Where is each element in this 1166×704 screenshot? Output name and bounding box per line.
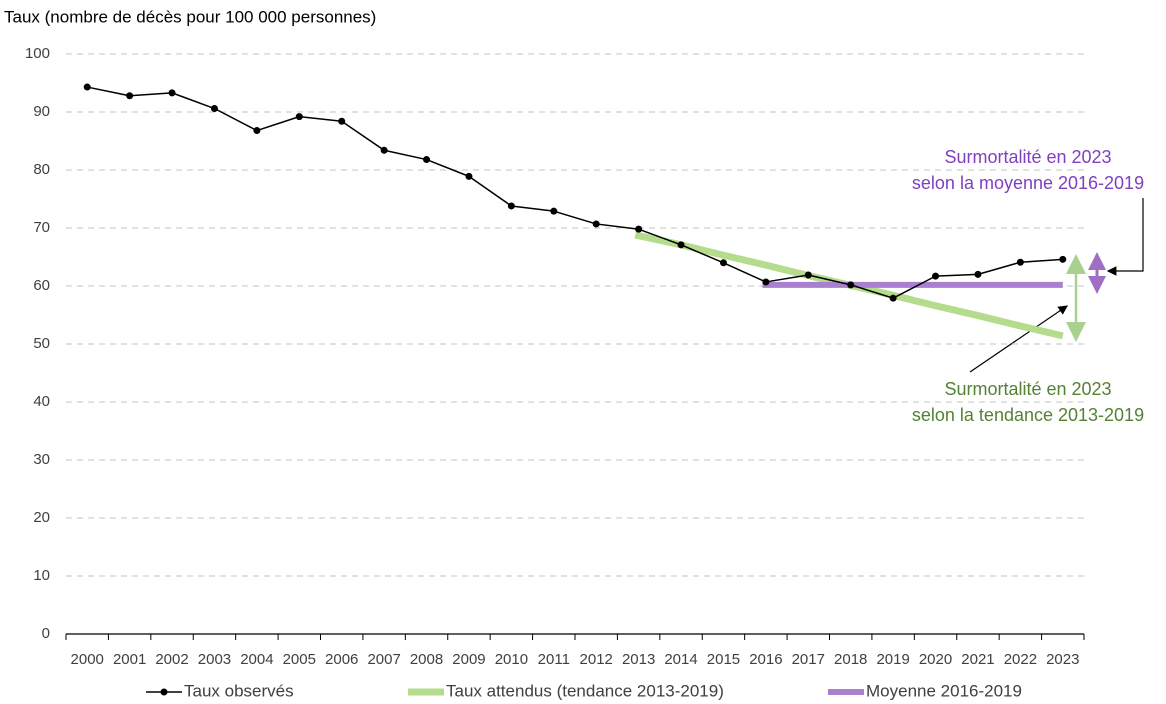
x-tick-label: 2010 [495,651,528,668]
axis-title: Taux (nombre de décès pour 100 000 perso… [4,7,376,26]
y-tick-label: 20 [33,509,50,526]
x-tick-label: 2019 [876,651,909,668]
data-point [1016,258,1024,266]
data-point [380,146,388,154]
x-tick-label: 2007 [367,651,400,668]
data-point [804,271,812,279]
y-tick-label: 90 [33,103,50,120]
x-tick-label: 2009 [452,651,485,668]
x-tick-label: 2014 [664,651,697,668]
x-tick-label: 2016 [749,651,782,668]
x-tick-label: 2004 [240,651,273,668]
y-tick-label: 10 [33,567,50,584]
x-tick-label: 2006 [325,651,358,668]
x-tick-label: 2011 [538,651,570,668]
x-tick-label: 2002 [155,651,188,668]
data-point [253,127,261,135]
data-point [210,105,218,113]
annotation-line: Surmortalité en 2023 [944,147,1111,167]
data-point [932,272,940,280]
data-point [295,113,303,121]
y-tick-label: 80 [33,161,50,178]
data-point [592,220,600,228]
data-point [507,202,515,210]
annotation-line: Surmortalité en 2023 [944,379,1111,399]
x-tick-label: 2013 [622,651,655,668]
series-line [87,86,1063,299]
legend-label: Moyenne 2016-2019 [866,681,1022,700]
data-point [719,259,727,267]
x-tick-label: 2012 [580,651,613,668]
data-point [83,83,91,91]
x-tick-label: 2015 [707,651,740,668]
legend-label: Taux observés [184,681,294,700]
y-tick-label: 30 [33,451,50,468]
data-point [465,172,473,180]
data-point [889,294,897,302]
y-tick-label: 70 [33,219,50,236]
y-tick-label: 100 [25,45,50,62]
annotation-line: selon la moyenne 2016-2019 [912,173,1144,193]
data-point [762,278,770,286]
annotation: Surmortalité en 2023 selon la tendance 20… [912,379,1144,425]
x-tick-label: 2000 [71,651,104,668]
x-tick-label: 2022 [1004,651,1037,668]
annotation: Surmortalité en 2023 selon la moyenne 201… [912,147,1144,193]
annotation-line: selon la tendance 2013-2019 [912,405,1144,425]
x-tick-label: 2008 [410,651,443,668]
data-point [635,225,643,233]
legend-label: Taux attendus (tendance 2013-2019) [446,681,724,700]
data-point [126,92,134,100]
y-tick-label: 40 [33,393,50,410]
x-tick-label: 2021 [961,651,994,668]
y-tick-label: 50 [33,335,50,352]
x-tick-label: 2023 [1046,651,1079,668]
data-point [1059,255,1067,263]
y-tick-label: 0 [42,625,50,642]
x-tick-label: 2001 [113,651,146,668]
data-point [974,270,982,278]
data-point [550,207,558,215]
x-tick-label: 2020 [919,651,952,668]
data-point [338,117,346,125]
y-tick-label: 60 [33,277,50,294]
x-tick-label: 2017 [792,651,825,668]
legend-marker [160,688,168,696]
x-tick-label: 2005 [283,651,316,668]
x-tick-label: 2018 [834,651,867,668]
data-point [677,241,685,249]
data-point [168,89,176,97]
data-point [423,156,431,164]
pointer-arrow [969,305,1068,373]
x-tick-label: 2003 [198,651,231,668]
data-point [847,281,855,289]
pointer-arrow [1106,198,1144,276]
